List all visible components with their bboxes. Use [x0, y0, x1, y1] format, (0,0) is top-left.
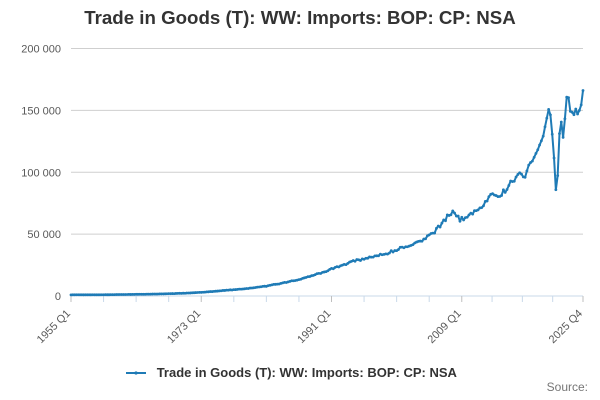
- svg-text:200 000: 200 000: [21, 44, 61, 56]
- svg-text:1973 Q1: 1973 Q1: [165, 308, 203, 346]
- svg-text:2025 Q4: 2025 Q4: [547, 308, 585, 346]
- svg-text:1991 Q1: 1991 Q1: [295, 308, 333, 346]
- svg-text:0: 0: [55, 291, 61, 303]
- svg-text:100 000: 100 000: [21, 167, 61, 179]
- svg-text:1955 Q1: 1955 Q1: [35, 308, 73, 346]
- svg-text:150 000: 150 000: [21, 105, 61, 117]
- svg-text:2009 Q1: 2009 Q1: [426, 308, 464, 346]
- svg-text:50 000: 50 000: [27, 229, 61, 241]
